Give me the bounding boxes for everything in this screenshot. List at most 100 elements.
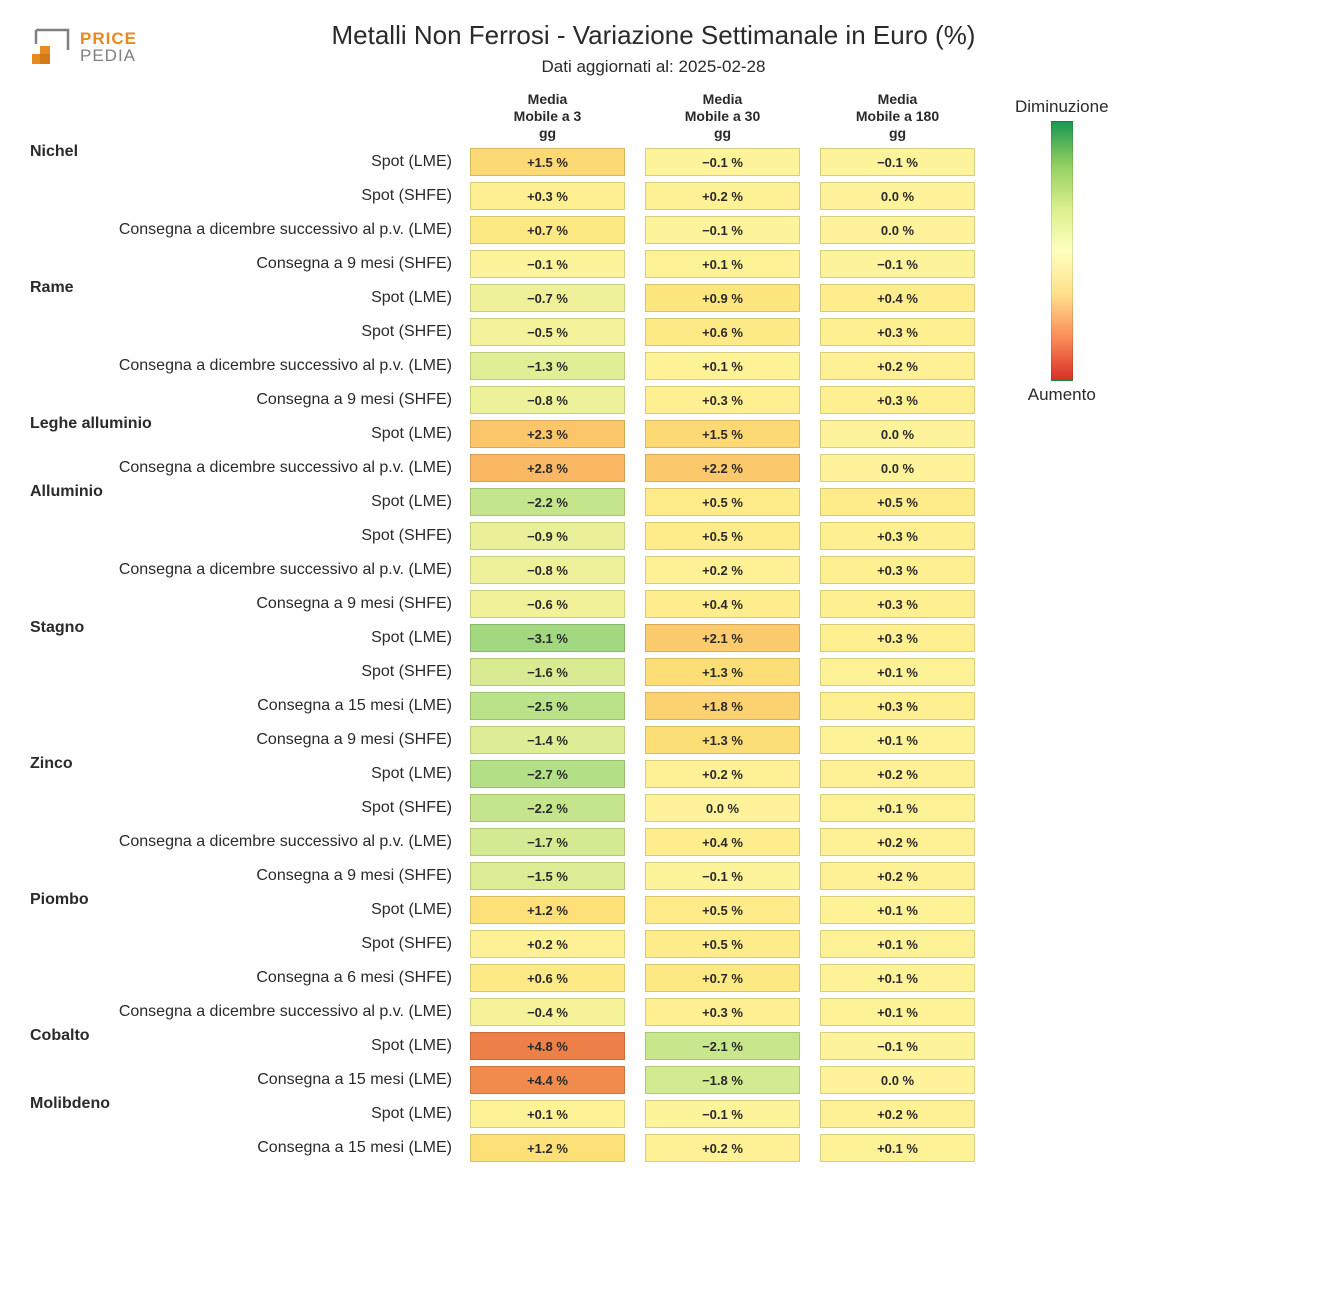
row-label: Spot (LME)	[30, 901, 452, 919]
value-cell: −0.1 %	[470, 250, 625, 278]
row-label: Spot (SHFE)	[30, 527, 452, 545]
table-row: Consegna a 15 mesi (LME) −2.5 % +1.8 % +0.3…	[30, 689, 985, 723]
table-row: Consegna a dicembre successivo al p.v. (…	[30, 349, 985, 383]
row-label: Consegna a 9 mesi (SHFE)	[30, 391, 452, 409]
value-cell: +0.2 %	[645, 556, 800, 584]
value-cell: +0.3 %	[820, 386, 975, 414]
row-label: Consegna a dicembre successivo al p.v. (…	[30, 221, 452, 239]
value-cell: −2.7 %	[470, 760, 625, 788]
row-label: Spot (LME)	[30, 1037, 452, 1055]
page-title: Metalli Non Ferrosi - Variazione Settima…	[137, 20, 1170, 51]
table-row: RameSpot (LME)−0.7 %+0.9 %+0.4 %	[30, 281, 985, 315]
value-cell: −0.1 %	[645, 148, 800, 176]
value-cell: 0.0 %	[820, 1066, 975, 1094]
table-row: Spot (SHFE)−2.2 %0.0 %+0.1 %	[30, 791, 985, 825]
value-cell: +0.4 %	[645, 828, 800, 856]
row-label: Consegna a 9 mesi (SHFE)	[30, 731, 452, 749]
legend-top-label: Diminuzione	[1015, 97, 1109, 117]
row-label: Consegna a dicembre successivo al p.v. (…	[30, 357, 452, 375]
value-cell: +0.2 %	[820, 1100, 975, 1128]
row-label: Consegna a 15 mesi (LME)	[30, 1139, 452, 1157]
table-row: NichelSpot (LME)+1.5 %−0.1 %−0.1 %	[30, 145, 985, 179]
row-label: Consegna a 15 mesi (LME)	[30, 697, 452, 715]
value-cell: +1.8 %	[645, 692, 800, 720]
value-cell: +0.5 %	[645, 930, 800, 958]
value-cell: +2.1 %	[645, 624, 800, 652]
row-label: Consegna a dicembre successivo al p.v. (…	[30, 1003, 452, 1021]
logo-icon	[30, 26, 74, 68]
group-label: Alluminio	[30, 483, 103, 501]
value-cell: +0.7 %	[645, 964, 800, 992]
table-row: Consegna a 9 mesi (SHFE)−1.4 %+1.3 %+0.1…	[30, 723, 985, 757]
table-row: Spot (SHFE) +0.2 % +0.5 % +0.1 %	[30, 927, 985, 961]
table-row: Spot (SHFE)−0.9 %+0.5 %+0.3 %	[30, 519, 985, 553]
table-row: Consegna a 9 mesi (SHFE)−0.1 %+0.1 %−0.1…	[30, 247, 985, 281]
table-row: MolibdenoSpot (LME)+0.1 %−0.1 %+0.2 %	[30, 1097, 985, 1131]
value-cell: −1.6 %	[470, 658, 625, 686]
color-legend: Diminuzione Aumento	[1015, 93, 1109, 409]
value-cell: −1.8 %	[645, 1066, 800, 1094]
value-cell: +0.1 %	[820, 964, 975, 992]
value-cell: 0.0 %	[645, 794, 800, 822]
row-label: Spot (SHFE)	[30, 663, 452, 681]
value-cell: +1.5 %	[645, 420, 800, 448]
value-cell: +0.6 %	[645, 318, 800, 346]
value-cell: +0.2 %	[820, 828, 975, 856]
row-label: Spot (LME)	[30, 153, 452, 171]
row-label: Spot (SHFE)	[30, 935, 452, 953]
value-cell: −0.5 %	[470, 318, 625, 346]
table-row: ZincoSpot (LME)−2.7 %+0.2 %+0.2 %	[30, 757, 985, 791]
value-cell: +1.2 %	[470, 896, 625, 924]
value-cell: +0.3 %	[820, 624, 975, 652]
value-cell: −0.1 %	[820, 250, 975, 278]
value-cell: +0.2 %	[820, 862, 975, 890]
table-row: Consegna a dicembre successivo al p.v. (…	[30, 995, 985, 1029]
group-label: Piombo	[30, 891, 89, 909]
logo: PRICE PEDIA	[30, 26, 137, 68]
value-cell: +0.3 %	[820, 692, 975, 720]
value-cell: +2.8 %	[470, 454, 625, 482]
row-label: Spot (LME)	[30, 289, 452, 307]
value-cell: +0.1 %	[820, 930, 975, 958]
row-label: Consegna a 15 mesi (LME)	[30, 1071, 452, 1089]
table-row: CobaltoSpot (LME)+4.8 %−2.1 %−0.1 %	[30, 1029, 985, 1063]
value-cell: −3.1 %	[470, 624, 625, 652]
column-header: MediaMobile a 180gg	[810, 87, 985, 145]
value-cell: −0.8 %	[470, 556, 625, 584]
value-cell: −1.5 %	[470, 862, 625, 890]
value-cell: −0.9 %	[470, 522, 625, 550]
value-cell: +0.5 %	[645, 896, 800, 924]
value-cell: +0.2 %	[645, 182, 800, 210]
value-cell: +0.1 %	[820, 998, 975, 1026]
value-cell: +0.2 %	[645, 1134, 800, 1162]
value-cell: 0.0 %	[820, 182, 975, 210]
group-label: Nichel	[30, 143, 78, 161]
value-cell: +0.2 %	[645, 760, 800, 788]
value-cell: 0.0 %	[820, 420, 975, 448]
value-cell: +1.3 %	[645, 726, 800, 754]
value-cell: +0.6 %	[470, 964, 625, 992]
table-row: Consegna a 15 mesi (LME)+4.4 %−1.8 %0.0 …	[30, 1063, 985, 1097]
table-row: Spot (SHFE)−0.5 %+0.6 %+0.3 %	[30, 315, 985, 349]
page-subtitle: Dati aggiornati al: 2025-02-28	[137, 57, 1170, 77]
value-cell: +0.5 %	[645, 488, 800, 516]
row-label: Consegna a 9 mesi (SHFE)	[30, 595, 452, 613]
group-label: Rame	[30, 279, 74, 297]
value-cell: +0.4 %	[820, 284, 975, 312]
value-cell: +0.5 %	[645, 522, 800, 550]
value-cell: −0.8 %	[470, 386, 625, 414]
heatmap-table: MediaMobile a 3ggMediaMobile a 30ggMedia…	[30, 87, 985, 1165]
value-cell: +0.3 %	[820, 318, 975, 346]
value-cell: +2.3 %	[470, 420, 625, 448]
value-cell: −0.4 %	[470, 998, 625, 1026]
row-label: Consegna a dicembre successivo al p.v. (…	[30, 833, 452, 851]
value-cell: +0.2 %	[470, 930, 625, 958]
table-row: Consegna a dicembre successivo al p.v. (…	[30, 825, 985, 859]
value-cell: −2.5 %	[470, 692, 625, 720]
value-cell: +1.3 %	[645, 658, 800, 686]
value-cell: −0.6 %	[470, 590, 625, 618]
logo-text-top: PRICE	[80, 30, 137, 47]
value-cell: −2.2 %	[470, 794, 625, 822]
value-cell: +0.5 %	[820, 488, 975, 516]
value-cell: +0.1 %	[645, 352, 800, 380]
